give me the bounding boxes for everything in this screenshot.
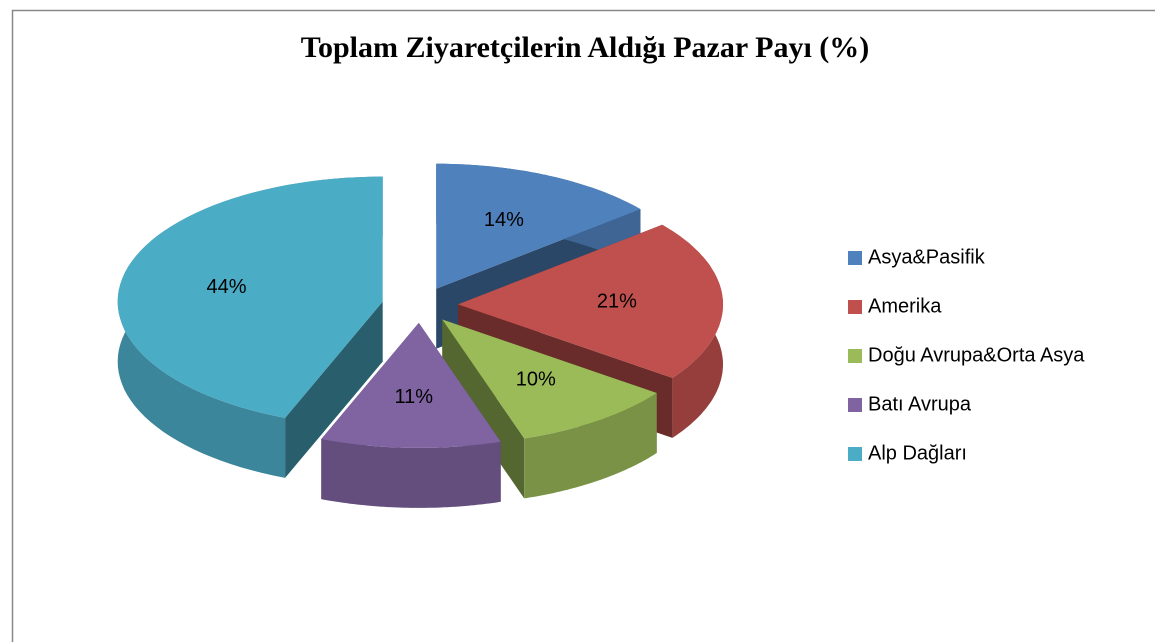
legend-label: Doğu Avrupa&Orta Asya bbox=[868, 344, 1085, 366]
slice bbox=[117, 176, 383, 418]
legend-swatch bbox=[848, 300, 862, 314]
legend-swatch bbox=[848, 447, 862, 461]
slice bbox=[436, 163, 641, 289]
legend-swatch bbox=[848, 251, 862, 265]
slice-side bbox=[524, 393, 657, 499]
data-label: 44% bbox=[206, 276, 246, 298]
slice bbox=[442, 319, 657, 439]
legend-swatch bbox=[848, 349, 862, 363]
data-label: 11% bbox=[395, 386, 434, 408]
chart-title: Toplam Ziyaretçilerin Aldığı Pazar Payı … bbox=[301, 31, 870, 64]
legend-label: Batı Avrupa bbox=[868, 393, 972, 415]
legend-label: Alp Dağları bbox=[868, 442, 967, 464]
data-label: 14% bbox=[484, 209, 524, 231]
slice-wall bbox=[442, 319, 525, 499]
slice-wall bbox=[285, 301, 383, 478]
legend-label: Asya&Pasifik bbox=[868, 246, 986, 268]
data-label: 21% bbox=[597, 290, 637, 312]
data-label: 10% bbox=[516, 368, 556, 390]
legend-label: Amerika bbox=[868, 295, 942, 317]
legend-swatch bbox=[848, 398, 862, 412]
slice bbox=[321, 322, 501, 448]
slice-side bbox=[321, 439, 501, 508]
slice bbox=[458, 224, 723, 378]
